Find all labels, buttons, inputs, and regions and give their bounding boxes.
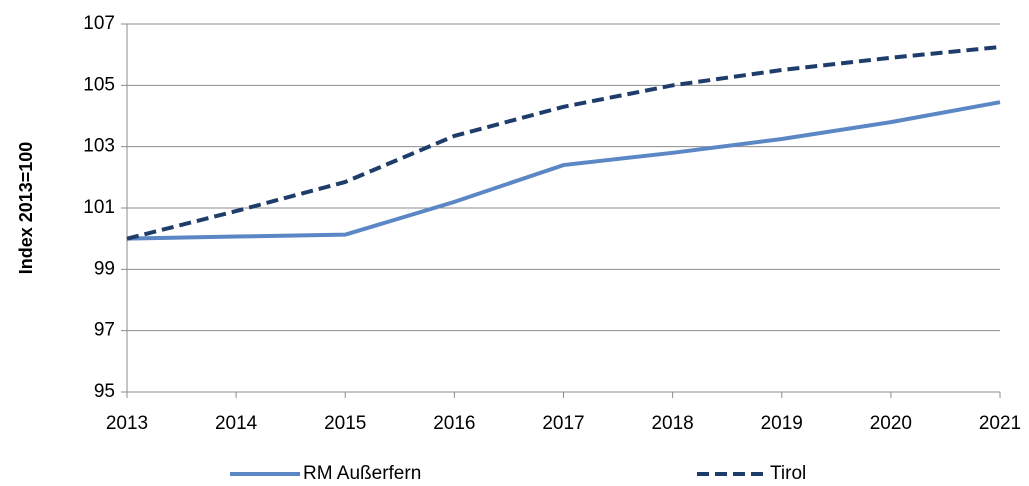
line-series xyxy=(126,45,1001,241)
y-tick-label: 99 xyxy=(94,258,115,279)
line-series xyxy=(126,100,1001,241)
x-tick-label: 2021 xyxy=(979,413,1021,434)
x-tick-label: 2013 xyxy=(106,413,148,434)
y-tick-label: 95 xyxy=(94,381,115,402)
y-tick-label: 105 xyxy=(83,74,115,95)
y-tick-label: 103 xyxy=(83,136,115,157)
y-axis-label: Index 2013=100 xyxy=(16,142,36,275)
x-tick-label: 2015 xyxy=(324,413,366,434)
y-tick-label: 107 xyxy=(83,13,115,34)
x-tick-label: 2019 xyxy=(761,413,803,434)
y-tick-label: 97 xyxy=(94,320,115,341)
x-tick-label: 2017 xyxy=(542,413,584,434)
x-tick-label: 2016 xyxy=(433,413,475,434)
legend-label: RM Außerfern xyxy=(303,463,421,484)
legend-label: Tirol xyxy=(770,463,806,484)
x-tick-label: 2020 xyxy=(870,413,912,434)
x-tick-label: 2014 xyxy=(215,413,258,434)
x-tick-label: 2018 xyxy=(651,413,693,434)
y-tick-label: 101 xyxy=(83,197,115,218)
